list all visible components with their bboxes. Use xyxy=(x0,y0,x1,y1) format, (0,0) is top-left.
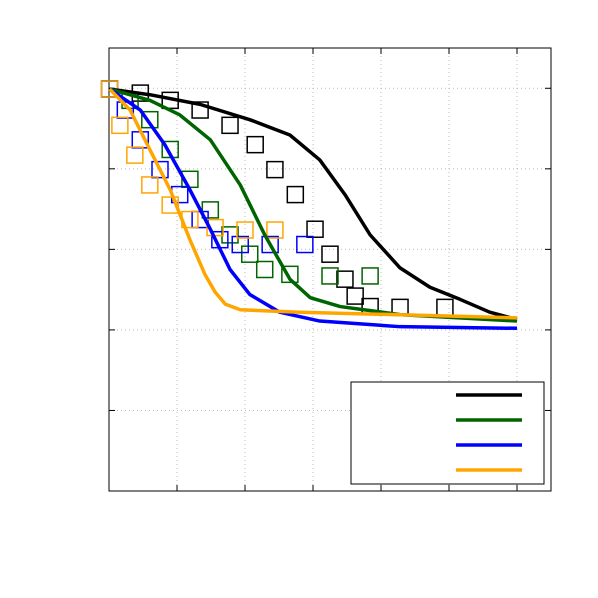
square-marker xyxy=(191,101,209,119)
data-line xyxy=(109,87,518,323)
square-marker xyxy=(336,270,354,288)
square-marker xyxy=(281,265,299,284)
square-marker xyxy=(286,185,305,204)
square-marker xyxy=(241,245,259,263)
square-marker xyxy=(151,160,169,179)
square-marker xyxy=(221,116,239,135)
data-line xyxy=(108,87,518,320)
data-line xyxy=(108,87,518,331)
legend-box xyxy=(350,381,545,485)
square-marker xyxy=(221,226,239,244)
square-marker xyxy=(161,196,179,214)
square-marker xyxy=(141,110,159,129)
square-marker xyxy=(361,267,379,285)
square-marker xyxy=(346,287,364,305)
square-marker xyxy=(266,160,284,179)
square-marker xyxy=(296,235,314,254)
square-marker xyxy=(306,220,324,238)
axes-frame xyxy=(108,47,552,492)
square-marker xyxy=(201,201,220,219)
square-marker xyxy=(246,135,264,154)
square-marker xyxy=(236,221,254,239)
square-marker xyxy=(261,235,279,254)
square-marker xyxy=(266,221,284,239)
square-marker xyxy=(141,176,159,194)
square-marker xyxy=(126,146,144,164)
data-line xyxy=(109,87,518,322)
square-marker xyxy=(255,260,274,279)
square-marker xyxy=(321,245,339,263)
square-marker xyxy=(111,116,129,135)
square-marker xyxy=(321,267,339,285)
square-marker xyxy=(231,235,249,254)
